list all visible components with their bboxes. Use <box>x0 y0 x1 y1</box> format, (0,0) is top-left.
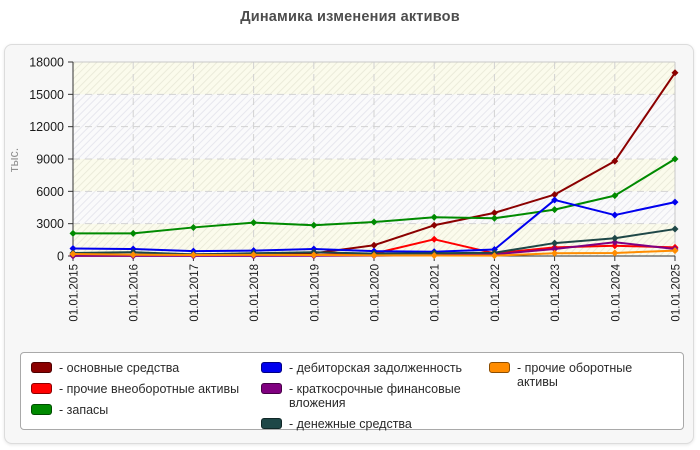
legend-item: - прочие внеоборотные активы <box>31 382 261 396</box>
legend-column: - основные средства - прочие внеоборотные… <box>31 361 261 417</box>
series-marker-3 <box>671 198 679 206</box>
legend-swatch <box>31 362 52 373</box>
series-marker-2 <box>671 155 679 163</box>
series-marker-5 <box>671 225 679 233</box>
series-marker-4 <box>551 245 559 253</box>
series-marker-6 <box>250 251 258 259</box>
legend-label: - прочие внеоборотные активы <box>59 382 240 396</box>
series-marker-3 <box>611 211 619 219</box>
legend-swatch <box>31 383 52 394</box>
legend-item: - основные средства <box>31 361 261 375</box>
legend-item: - дебиторская задолженность <box>261 361 489 375</box>
legend-label: - денежные средства <box>289 417 412 431</box>
x-axis-tick-label: 01.01.2019 <box>309 264 321 322</box>
legend-swatch <box>261 383 282 394</box>
legend-item: - краткосрочные финансовые вложения <box>261 382 489 410</box>
x-axis-tick-label: 01.01.2020 <box>370 264 382 322</box>
series-marker-0 <box>490 209 498 217</box>
y-axis-tick-label: 6000 <box>36 185 64 199</box>
x-axis-tick-label: 01.01.2018 <box>249 264 261 322</box>
series-marker-6 <box>611 249 619 257</box>
series-marker-6 <box>551 249 559 257</box>
series-marker-3 <box>69 244 77 252</box>
x-axis-tick-label: 01.01.2016 <box>129 264 141 322</box>
series-marker-6 <box>129 251 137 259</box>
chart-title: Динамика изменения активов <box>240 9 460 25</box>
series-marker-0 <box>611 157 619 165</box>
x-axis-tick-label: 01.01.2023 <box>550 264 562 322</box>
chart-legend: - основные средства - прочие внеоборотные… <box>20 352 684 431</box>
series-marker-6 <box>490 252 498 260</box>
series-marker-6 <box>69 250 77 258</box>
legend-swatch <box>489 362 510 373</box>
series-marker-1 <box>611 242 619 250</box>
y-axis-tick-label: 18000 <box>29 56 64 70</box>
x-axis-tick-label: 01.01.2021 <box>430 264 442 322</box>
y-axis-tick-label: 15000 <box>29 88 64 102</box>
series-marker-0 <box>370 241 378 249</box>
y-axis-unit-label: тыс. <box>7 148 21 172</box>
y-axis-tick-label: 3000 <box>36 217 64 231</box>
series-marker-2 <box>310 221 318 229</box>
legend-swatch <box>261 418 282 429</box>
legend-label: - прочие оборотные активы <box>517 361 633 389</box>
legend-label: - основные средства <box>59 361 180 375</box>
series-marker-2 <box>430 213 438 221</box>
legend-column: - дебиторская задолженность - краткосрочн… <box>261 361 489 431</box>
x-axis-tick-label: 01.01.2024 <box>610 263 622 321</box>
x-axis-tick-label: 01.01.2022 <box>490 264 502 322</box>
y-axis-tick-label: 12000 <box>29 120 64 134</box>
series-marker-2 <box>250 219 258 227</box>
x-axis-tick-label: 01.01.2015 <box>69 264 81 322</box>
legend-item: - денежные средства <box>261 417 489 431</box>
x-axis-tick-label: 01.01.2025 <box>671 264 683 322</box>
legend-item: - запасы <box>31 403 261 417</box>
plot-band <box>73 126 675 159</box>
series-marker-0 <box>551 191 559 199</box>
legend-label: - краткосрочные финансовые вложения <box>289 382 461 410</box>
series-marker-6 <box>370 251 378 259</box>
legend-label: - дебиторская задолженность <box>289 361 463 375</box>
series-marker-0 <box>671 69 679 77</box>
series-marker-6 <box>189 251 197 259</box>
y-axis-tick-label: 0 <box>57 250 64 264</box>
legend-item: - прочие оборотные активы <box>489 361 673 389</box>
series-marker-1 <box>430 235 438 243</box>
series-marker-2 <box>370 218 378 226</box>
series-marker-2 <box>611 192 619 200</box>
series-marker-2 <box>129 229 137 237</box>
legend-column: - прочие оборотные активы <box>489 361 673 389</box>
series-marker-2 <box>189 223 197 231</box>
series-marker-3 <box>551 196 559 204</box>
x-axis-tick-label: 01.01.2017 <box>189 264 201 322</box>
series-marker-6 <box>671 247 679 255</box>
legend-label: - запасы <box>59 403 109 417</box>
series-marker-2 <box>490 214 498 222</box>
series-marker-6 <box>430 251 438 259</box>
series-marker-2 <box>551 206 559 214</box>
series-marker-0 <box>430 221 438 229</box>
series-marker-5 <box>611 234 619 242</box>
series-marker-4 <box>611 238 619 246</box>
series-marker-2 <box>69 229 77 237</box>
legend-swatch <box>31 404 52 415</box>
series-marker-5 <box>551 239 559 247</box>
series-marker-6 <box>310 251 318 259</box>
y-axis-tick-label: 9000 <box>36 153 64 167</box>
legend-swatch <box>261 362 282 373</box>
